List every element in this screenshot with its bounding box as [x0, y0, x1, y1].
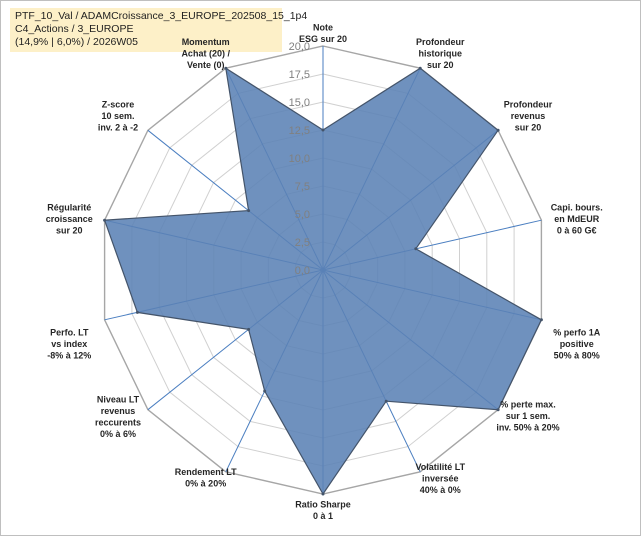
tick-label: 5,0 [295, 209, 310, 221]
portfolio-info-box: PTF_10_Val / ADAMCroissance_3_EUROPE_202… [10, 8, 308, 52]
axis-label-line: 10 sem. [101, 111, 134, 121]
performance-summary: (14,9% | 6,0%) / 2026W05 [15, 36, 138, 48]
axis-label-line: % perfo 1A [553, 327, 601, 337]
series-area [103, 66, 543, 496]
axis-label-line: historique [419, 49, 463, 59]
axis-label: Niveau LT revenus reccurents 0% à 6% [95, 395, 141, 440]
data-point [247, 209, 251, 213]
axis-label-line: Momentum [182, 37, 230, 47]
axis-label: % perte max. sur 1 sem. inv. 50% à 20% [496, 400, 559, 433]
tick-label: 10,0 [289, 153, 310, 165]
axis-label: Profondeur revenus sur 20 [504, 99, 553, 132]
axis-label-line: Profondeur [416, 37, 465, 47]
axis-label: Z-score 10 sem. inv. 2 à -2 [98, 99, 138, 132]
data-point [321, 128, 325, 132]
data-point [263, 389, 267, 393]
axis-label: Perfo. LT vs index -8% à 12% [47, 327, 91, 360]
axis-label-line: Rendement LT [175, 467, 237, 477]
axis-label-line: 40% à 0% [420, 485, 461, 495]
axis-label-line: Régularité [47, 202, 91, 212]
data-point [496, 128, 500, 132]
axis-label-line: reccurents [95, 418, 141, 428]
data-point [384, 399, 388, 403]
axis-label-line: sur 20 [515, 122, 542, 132]
data-point [247, 327, 251, 331]
axis-label-line: sur 20 [56, 225, 83, 235]
axis-label: Note ESG sur 20 [299, 23, 347, 45]
axis-label-line: Volatilité LT [415, 462, 465, 472]
axis-label-line: Capi. bours. [551, 202, 603, 212]
axis-label-line: 50% à 80% [554, 350, 600, 360]
data-point [321, 492, 325, 496]
axis-label-line: positive [560, 339, 594, 349]
axis-label-line: Perfo. LT [50, 327, 89, 337]
radial-tick-labels: 0,0 2,5 5,0 7,5 10,0 12,5 15,0 17,5 20,0 [289, 41, 310, 277]
axis-label-line: revenus [101, 406, 136, 416]
axis-label-line: vs index [51, 339, 87, 349]
data-point [414, 247, 418, 251]
axis-label: Capi. bours. en MdEUR 0 à 60 G€ [551, 202, 603, 235]
tick-label: 20,0 [289, 41, 310, 53]
radar-series [103, 66, 543, 496]
tick-label: 7,5 [295, 181, 310, 193]
axis-label-line: croissance [46, 214, 93, 224]
data-point [539, 318, 543, 322]
data-point [496, 408, 500, 412]
axis-label-line: Note [313, 23, 333, 33]
axis-label-line: revenus [511, 111, 546, 121]
axis-label-line: Achat (20) / [181, 49, 230, 59]
axis-label-line: % perte max. [500, 400, 556, 410]
data-point [103, 218, 107, 222]
data-point [135, 310, 139, 314]
tick-label: 17,5 [289, 69, 310, 81]
axis-label: Régularité croissance sur 20 [46, 202, 93, 235]
axis-label-line: -8% à 12% [47, 350, 91, 360]
asset-class: C4_Actions / 3_EUROPE [15, 23, 134, 35]
axis-label-line: Profondeur [504, 99, 553, 109]
axis-label: % perfo 1A positive 50% à 80% [553, 327, 601, 360]
axis-label-line: inv. 50% à 20% [496, 423, 559, 433]
portfolio-name: PTF_10_Val / ADAMCroissance_3_EUROPE_202… [15, 10, 308, 22]
axis-label-line: inv. 2 à -2 [98, 122, 138, 132]
tick-label: 12,5 [289, 125, 310, 137]
data-point [418, 66, 422, 70]
axis-label: Volatilité LT inversée 40% à 0% [415, 462, 465, 495]
axis-label-line: ESG sur 20 [299, 34, 347, 44]
axis-label-line: Vente (0) [187, 60, 225, 70]
axis-label-line: en MdEUR [554, 214, 600, 224]
axis-label-line: 0 à 60 G€ [557, 225, 597, 235]
data-point [224, 66, 228, 70]
axis-label-line: sur 1 sem. [506, 411, 551, 421]
tick-label: 0,0 [295, 265, 310, 277]
axis-label-line: 0% à 6% [100, 429, 136, 439]
axis-label-line: Z-score [102, 99, 135, 109]
axis-label-line: 0 à 1 [313, 511, 333, 521]
axis-label: Ratio Sharpe 0 à 1 [295, 500, 351, 522]
axis-label-line: sur 20 [427, 60, 454, 70]
tick-label: 2,5 [295, 237, 310, 249]
axis-label: Momentum Achat (20) / Vente (0) [181, 37, 230, 70]
axis-label-line: Niveau LT [97, 395, 140, 405]
axis-label: Profondeur historique sur 20 [416, 37, 465, 70]
axis-label-line: inversée [422, 473, 459, 483]
axis-label-line: Ratio Sharpe [295, 500, 351, 510]
tick-label: 15,0 [289, 97, 310, 109]
axis-label: Rendement LT 0% à 20% [175, 467, 237, 489]
axis-label-line: 0% à 20% [185, 479, 226, 489]
axis-labels: Note ESG sur 20 Profondeur historique sur 20… [46, 23, 603, 522]
